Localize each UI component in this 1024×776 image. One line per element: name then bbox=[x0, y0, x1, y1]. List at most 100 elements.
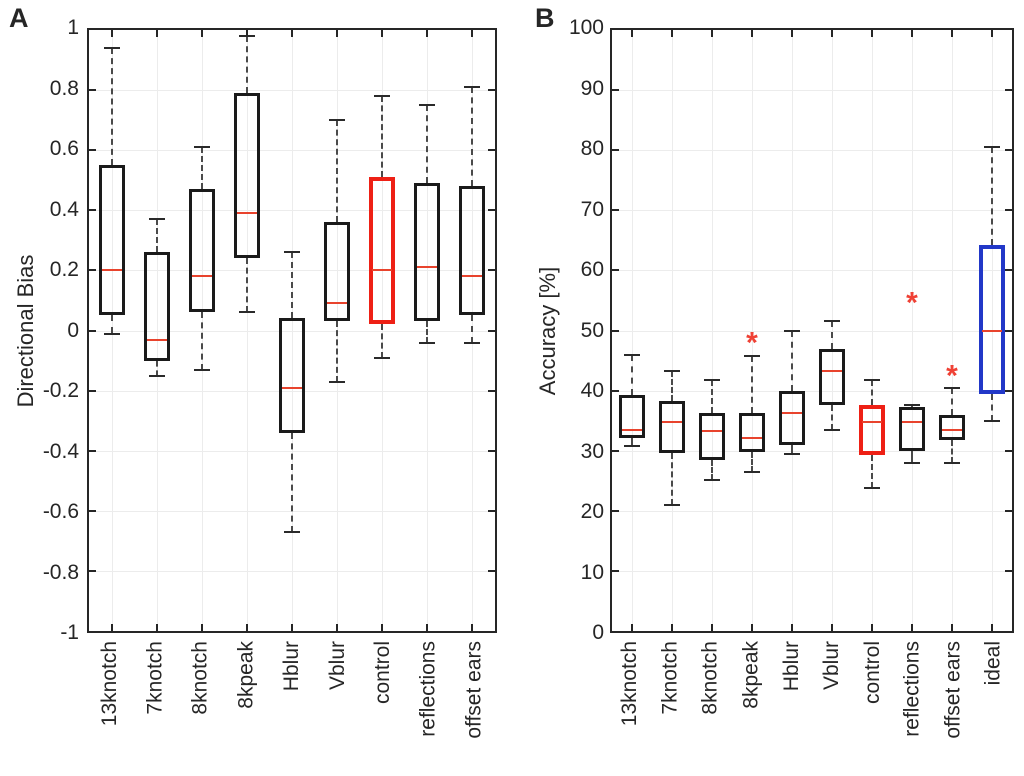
y-tick-mark bbox=[1005, 509, 1012, 512]
whisker-cap-upper bbox=[824, 320, 840, 323]
panel-b-plot-area: * * * bbox=[610, 28, 1014, 633]
y-tick-label: 30 bbox=[580, 439, 604, 463]
median-line bbox=[742, 437, 762, 440]
y-tick-mark bbox=[89, 89, 96, 92]
x-tick-mark bbox=[871, 624, 873, 631]
x-tick-label-text: reflections bbox=[416, 641, 440, 737]
x-tick-label: 8knotch bbox=[168, 641, 212, 775]
y-tick-mark bbox=[488, 449, 495, 452]
whisker-lower bbox=[631, 438, 633, 446]
whisker-cap-lower bbox=[193, 368, 210, 371]
median-line bbox=[982, 329, 1002, 332]
median-line bbox=[101, 269, 122, 272]
whisker-upper bbox=[951, 387, 953, 416]
median-line bbox=[236, 212, 257, 215]
x-tick-label: Vblur bbox=[305, 641, 349, 775]
whisker-cap-lower bbox=[284, 530, 300, 533]
x-tick-label: 7knotch bbox=[122, 641, 166, 775]
whisker-cap-upper bbox=[904, 404, 920, 407]
x-tick-mark bbox=[671, 624, 673, 631]
whisker-cap-lower bbox=[864, 486, 880, 489]
y-tick-label: 10 bbox=[580, 560, 604, 584]
x-tick-label: control bbox=[350, 641, 394, 775]
y-tick-mark bbox=[612, 269, 619, 272]
whisker-lower bbox=[336, 321, 339, 382]
whisker-cap-lower bbox=[904, 462, 920, 465]
x-tick-mark bbox=[831, 30, 833, 37]
y-tick-label: 60 bbox=[580, 258, 604, 281]
box-13knotch bbox=[98, 165, 125, 316]
median-line bbox=[327, 302, 348, 305]
x-tick-label: 8kpeak bbox=[718, 641, 762, 775]
y-tick-mark bbox=[612, 329, 619, 332]
x-tick-mark bbox=[426, 30, 429, 37]
whisker-cap-lower bbox=[329, 380, 346, 383]
x-tick-mark bbox=[155, 624, 158, 631]
y-tick-mark bbox=[89, 569, 96, 572]
panel-a-letter: A bbox=[9, 3, 29, 33]
whisker-lower bbox=[291, 432, 293, 532]
x-tick-mark bbox=[831, 624, 833, 631]
outlier-marker: * bbox=[946, 359, 958, 393]
whisker-upper bbox=[751, 355, 753, 414]
box-Vblur bbox=[819, 348, 845, 405]
whisker-cap-upper bbox=[744, 354, 760, 357]
whisker-upper bbox=[336, 120, 339, 223]
x-tick-mark bbox=[471, 624, 474, 631]
x-tick-mark bbox=[911, 624, 913, 631]
median-line bbox=[372, 269, 393, 272]
x-tick-mark bbox=[110, 624, 113, 631]
box-Hblur bbox=[279, 318, 305, 433]
whisker-cap-lower bbox=[148, 374, 165, 377]
median-line bbox=[702, 429, 722, 432]
whisker-cap-lower bbox=[944, 461, 960, 464]
whisker-cap-upper bbox=[984, 146, 1000, 149]
y-tick-label: -0.4 bbox=[42, 439, 79, 463]
x-tick-mark bbox=[711, 624, 713, 631]
y-tick-label: 0.4 bbox=[49, 197, 79, 221]
x-tick-label-text: ideal bbox=[981, 641, 1005, 686]
x-tick-mark bbox=[200, 30, 203, 37]
whisker-cap-upper bbox=[704, 378, 720, 381]
x-tick-mark bbox=[245, 30, 248, 37]
x-tick-mark bbox=[471, 30, 474, 37]
x-tick-mark bbox=[951, 30, 953, 37]
whisker-cap-lower bbox=[374, 356, 391, 359]
y-tick-mark bbox=[1005, 569, 1012, 572]
x-tick-mark bbox=[991, 624, 993, 631]
gridline bbox=[292, 30, 293, 631]
box-reflections bbox=[899, 406, 925, 451]
whisker-cap-upper bbox=[624, 353, 640, 356]
whisker-cap-lower bbox=[103, 332, 120, 335]
y-tick-label: 50 bbox=[580, 318, 604, 342]
y-tick-mark bbox=[488, 509, 495, 512]
median-line bbox=[282, 386, 302, 389]
whisker-lower bbox=[751, 451, 753, 472]
y-tick-mark bbox=[488, 569, 495, 572]
whisker-upper bbox=[110, 48, 113, 166]
y-tick-mark bbox=[612, 569, 619, 572]
whisker-upper bbox=[426, 105, 429, 184]
whisker-cap-upper bbox=[419, 104, 436, 107]
gridline bbox=[712, 30, 713, 631]
y-tick-mark bbox=[612, 449, 619, 452]
box-reflections bbox=[414, 183, 441, 322]
whisker-upper bbox=[671, 371, 673, 402]
y-tick-mark bbox=[1005, 269, 1012, 272]
median-line bbox=[942, 428, 962, 431]
x-tick-label-text: Vblur bbox=[325, 641, 349, 691]
box-offset-ears bbox=[939, 415, 965, 440]
whisker-cap-upper bbox=[284, 251, 300, 254]
y-tick-mark bbox=[612, 149, 619, 152]
x-tick-mark bbox=[751, 624, 753, 631]
whisker-upper bbox=[791, 330, 793, 391]
whisker-cap-upper bbox=[944, 386, 960, 389]
x-tick-mark bbox=[336, 624, 339, 631]
x-tick-mark bbox=[791, 30, 793, 37]
whisker-lower bbox=[245, 258, 248, 313]
y-tick-mark bbox=[612, 89, 619, 92]
y-tick-mark bbox=[89, 509, 96, 512]
y-tick-mark bbox=[612, 389, 619, 392]
x-tick-label-text: 8knotch bbox=[188, 641, 212, 715]
median-line bbox=[622, 428, 642, 431]
